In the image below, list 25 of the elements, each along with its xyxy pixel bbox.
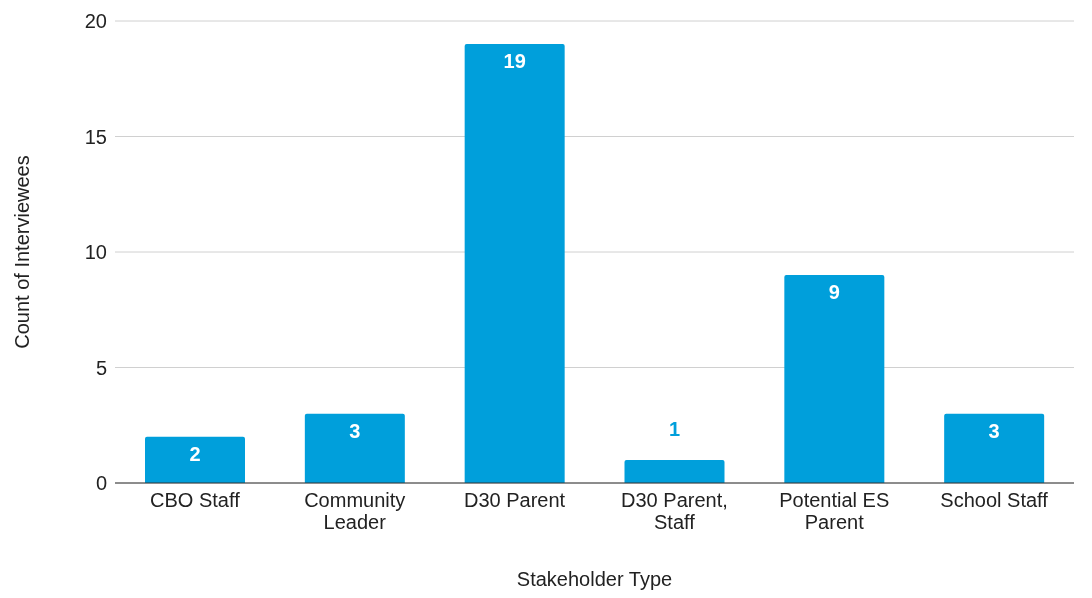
data-label: 1 [668,417,681,440]
data-label: 2 [189,442,201,465]
x-axis-title: Stakeholder Type [516,568,673,590]
data-label: 19 [503,50,526,73]
y-tick-label: 5 [95,356,107,379]
x-tick-label: D30 Parent, Staff [621,489,728,533]
bar [304,413,405,483]
bar [145,436,245,483]
bar [784,275,885,483]
y-tick-label: 20 [84,10,107,33]
data-label: 9 [828,281,840,304]
bar [624,459,725,483]
x-tick-label: D30 Parent [464,489,566,511]
y-tick-label: 15 [84,125,107,148]
x-tick-label: Potential ES Parent [779,489,890,533]
y-tick-label: 10 [84,241,107,264]
bar [944,413,1045,483]
data-label: 3 [349,419,361,442]
bar [464,44,565,483]
x-tick-label: Community Leader [304,489,406,533]
data-label: 3 [988,419,1000,442]
x-tick-label: CBO Staff [150,489,241,511]
y-tick-label: 0 [95,472,107,495]
x-tick-label: School Staff [940,489,1049,511]
y-axis-title: Count of Interviewees [11,155,33,349]
